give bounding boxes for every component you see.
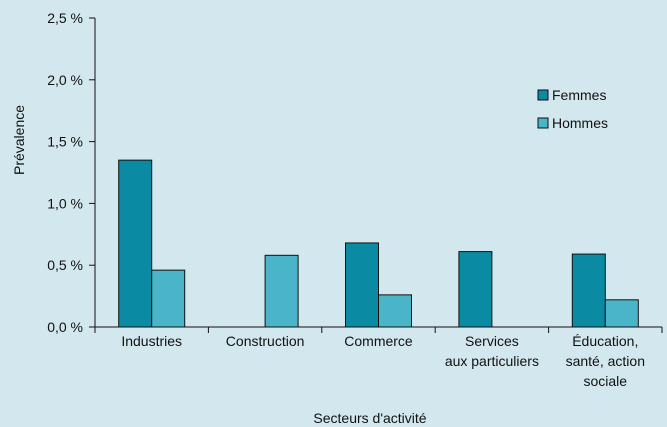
legend-label: Hommes xyxy=(552,115,608,131)
bar xyxy=(345,242,379,328)
bar xyxy=(571,253,606,328)
bar xyxy=(118,159,153,328)
category-label: Construction xyxy=(226,333,305,349)
bars xyxy=(118,159,639,328)
legend-label: Femmes xyxy=(552,87,606,103)
bar xyxy=(458,251,493,328)
legend-swatch xyxy=(537,117,549,129)
category-labels: Industries Construction Commerce Services au… xyxy=(121,333,645,389)
y-tick-label: 0,5 % xyxy=(47,257,83,273)
y-axis-title: Prévalence xyxy=(11,105,27,175)
x-axis-title: Secteurs d'activité xyxy=(313,410,426,426)
category-label: Industries xyxy=(121,333,182,349)
y-tick-label: 2,0 % xyxy=(47,72,83,88)
category-label: Commerce xyxy=(344,333,413,349)
y-tick-label: 1,5 % xyxy=(47,134,83,150)
category-label: Éducation, santé, action sociale xyxy=(566,333,645,389)
y-tick-label: 0,0 % xyxy=(47,319,83,335)
bar xyxy=(378,294,412,328)
legend: Femmes Hommes xyxy=(537,87,608,131)
category-label: Services aux particuliers xyxy=(445,333,539,369)
y-axis: 0,0 % 0,5 % 1,0 % 1,5 % 2,0 % 2,5 % xyxy=(47,10,96,335)
y-tick-label: 2,5 % xyxy=(47,10,83,26)
legend-swatch xyxy=(537,89,549,101)
bar xyxy=(151,269,186,328)
bar xyxy=(264,254,299,328)
bar xyxy=(604,299,639,328)
y-tick-label: 1,0 % xyxy=(47,195,83,211)
